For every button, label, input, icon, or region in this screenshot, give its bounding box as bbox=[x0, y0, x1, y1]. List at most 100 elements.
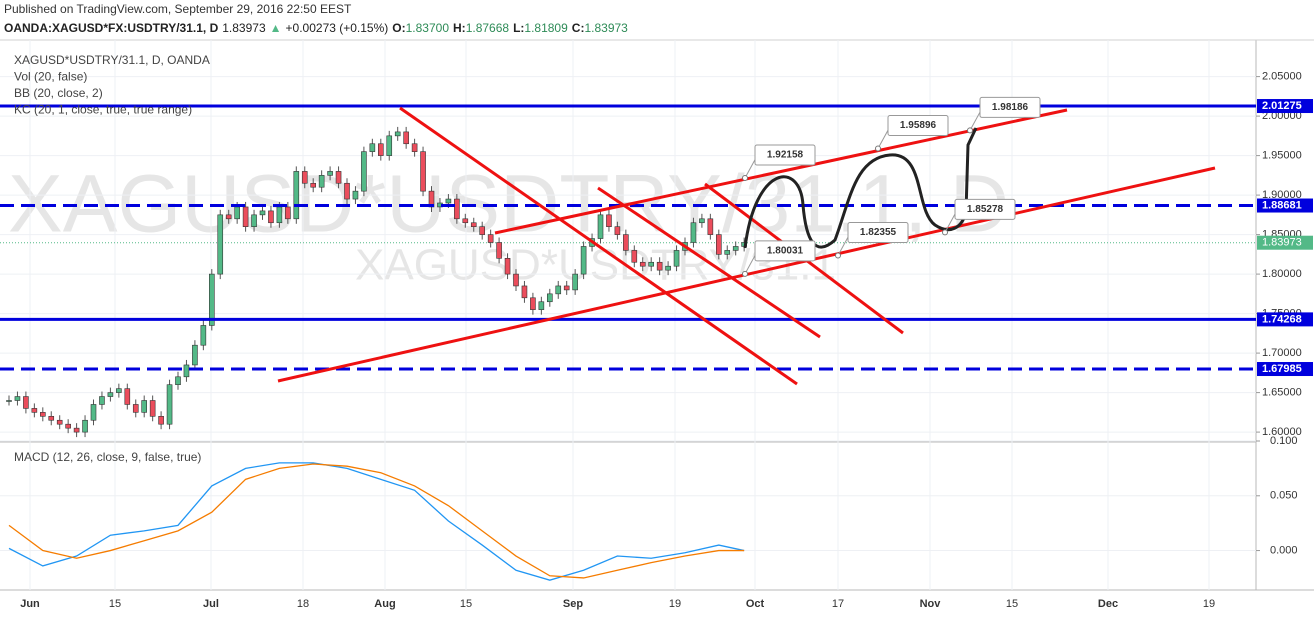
header-item: OANDA:XAGUSD*FX:USDTRY/31.1, D bbox=[4, 21, 219, 35]
y-tick-label: 0.050 bbox=[1270, 490, 1298, 502]
candle bbox=[377, 143, 384, 156]
callout-box bbox=[847, 221, 909, 243]
candle bbox=[141, 400, 147, 413]
projection-curve bbox=[743, 127, 978, 249]
candle bbox=[606, 214, 612, 228]
candle bbox=[546, 293, 553, 303]
candle bbox=[445, 198, 452, 204]
callout-label: 1.95896 bbox=[900, 120, 937, 131]
candle bbox=[639, 261, 646, 267]
level-label: 1.67985 bbox=[1262, 363, 1302, 375]
trend-line bbox=[597, 186, 821, 339]
candle bbox=[555, 285, 562, 295]
candle bbox=[470, 222, 477, 227]
candle bbox=[361, 151, 367, 192]
candle bbox=[513, 273, 519, 287]
candle bbox=[276, 206, 283, 224]
candle bbox=[175, 376, 181, 385]
candle bbox=[563, 285, 570, 291]
level-label-box bbox=[1257, 312, 1313, 327]
candle bbox=[665, 265, 671, 271]
callout-box bbox=[979, 96, 1041, 118]
candle bbox=[352, 190, 359, 200]
callout-point bbox=[875, 145, 881, 152]
candle bbox=[124, 388, 131, 405]
candle bbox=[132, 404, 139, 413]
y-tick-label: 0.100 bbox=[1270, 435, 1298, 447]
level-label: 2.01275 bbox=[1262, 100, 1302, 112]
candle bbox=[530, 297, 536, 310]
header-item: L: bbox=[513, 21, 524, 35]
callout-box bbox=[754, 144, 816, 166]
candle bbox=[6, 400, 12, 402]
callout-label: 1.98186 bbox=[992, 102, 1029, 113]
candle bbox=[73, 427, 80, 433]
published: Published on TradingView.com, September … bbox=[4, 2, 352, 16]
x-tick-label: Oct bbox=[746, 598, 765, 610]
y-tick-label: 1.95000 bbox=[1262, 150, 1302, 162]
candle bbox=[90, 404, 97, 421]
candle bbox=[699, 218, 705, 224]
last-price-label: 1.83973 bbox=[1262, 237, 1302, 249]
trend-line bbox=[399, 106, 798, 386]
candle bbox=[462, 218, 469, 224]
callout-label: 1.82355 bbox=[860, 227, 897, 238]
candle bbox=[690, 222, 697, 243]
header-item: 1.87668 bbox=[466, 21, 510, 35]
callout-box bbox=[754, 240, 816, 262]
candle bbox=[217, 214, 224, 275]
candle bbox=[56, 419, 63, 425]
callout-box bbox=[887, 115, 949, 137]
candle bbox=[39, 412, 46, 417]
macd-line bbox=[8, 462, 745, 581]
x-tick-label: 15 bbox=[460, 598, 472, 610]
x-tick-label: Dec bbox=[1098, 598, 1118, 610]
candle bbox=[293, 171, 300, 220]
callout-point bbox=[742, 175, 748, 182]
candle bbox=[487, 234, 494, 243]
candle bbox=[732, 246, 739, 251]
legend-item: KC (20, 1, close, true, true range) bbox=[14, 103, 192, 117]
y-tick-label: 1.70000 bbox=[1262, 347, 1302, 359]
candle bbox=[166, 384, 173, 425]
candle bbox=[454, 198, 460, 220]
callout-point bbox=[742, 270, 748, 277]
header-item: ▲ bbox=[270, 21, 282, 35]
x-tick-label: Nov bbox=[920, 598, 942, 610]
level-label: 1.74268 bbox=[1262, 313, 1302, 325]
callout-box bbox=[954, 198, 1016, 220]
header-item: C: bbox=[572, 21, 585, 35]
y-tick-label: 2.05000 bbox=[1262, 71, 1302, 83]
candle bbox=[251, 214, 257, 228]
candle bbox=[479, 226, 486, 235]
x-tick-label: 19 bbox=[1203, 598, 1215, 610]
x-tick-label: 19 bbox=[669, 598, 681, 610]
callout-point bbox=[967, 127, 973, 134]
candle bbox=[14, 396, 21, 401]
x-tick-label: 15 bbox=[109, 598, 121, 610]
candle bbox=[259, 210, 266, 216]
candle bbox=[99, 396, 105, 405]
callout-point bbox=[835, 252, 841, 259]
candle bbox=[648, 261, 655, 267]
candle bbox=[158, 415, 164, 425]
legend-item: BB (20, close, 2) bbox=[14, 86, 103, 100]
header-item: 1.83973 bbox=[584, 21, 628, 35]
candle bbox=[200, 325, 207, 346]
candle bbox=[420, 151, 426, 192]
y-tick-label: 1.65000 bbox=[1262, 387, 1302, 399]
candle bbox=[48, 415, 55, 421]
candle bbox=[209, 273, 215, 326]
candle bbox=[234, 206, 240, 220]
candle bbox=[572, 273, 578, 291]
candle bbox=[344, 182, 350, 200]
candle bbox=[31, 408, 38, 413]
candle bbox=[65, 423, 71, 429]
last-price-box bbox=[1257, 235, 1313, 250]
candle bbox=[623, 234, 629, 251]
candle bbox=[504, 257, 511, 275]
candle bbox=[183, 364, 190, 378]
candle bbox=[335, 171, 342, 184]
